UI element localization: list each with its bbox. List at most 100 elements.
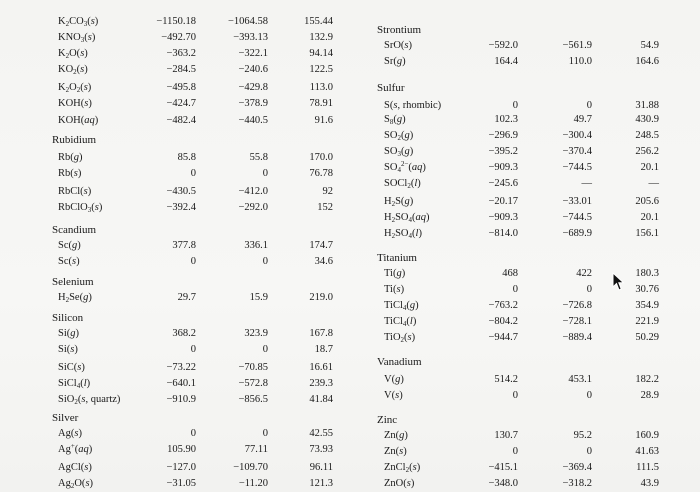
gibbs-energy-value: 0 [262, 344, 268, 355]
group-header: Silicon [52, 312, 84, 324]
gibbs-energy-value: −393.13 [233, 32, 268, 43]
entropy-value: 205.6 [635, 196, 659, 207]
compound-name: KO2(s) [58, 64, 88, 76]
compound-name: Zn(g) [384, 430, 408, 441]
entropy-value: 354.9 [635, 300, 659, 311]
gibbs-energy-value: −370.4 [562, 146, 592, 157]
enthalpy-value: −395.2 [488, 146, 518, 157]
gibbs-energy-value: −369.4 [562, 462, 592, 473]
enthalpy-value: 368.2 [172, 328, 196, 339]
gibbs-energy-value: 323.9 [244, 328, 268, 339]
entropy-value: 164.6 [635, 56, 659, 67]
compound-name: Sc(s) [58, 256, 80, 267]
enthalpy-value: −424.7 [166, 98, 196, 109]
gibbs-energy-value: 77.11 [244, 444, 268, 455]
gibbs-energy-value: 422 [576, 268, 592, 279]
enthalpy-value: −804.2 [488, 316, 518, 327]
enthalpy-value: −640.1 [166, 378, 196, 389]
entropy-value: 76.78 [309, 168, 333, 179]
compound-name: KNO3(s) [58, 32, 96, 44]
compound-name: S8(g) [384, 114, 406, 126]
compound-name: H2SO4(l) [384, 228, 422, 240]
entropy-value: 34.6 [314, 256, 333, 267]
enthalpy-value: −430.5 [166, 186, 196, 197]
enthalpy-value: −944.7 [488, 332, 518, 343]
enthalpy-value: −20.17 [488, 196, 518, 207]
entropy-value: 16.61 [309, 362, 333, 373]
compound-name: SiCl4(l) [58, 378, 91, 390]
enthalpy-value: −392.4 [166, 202, 196, 213]
gibbs-energy-value: −11.20 [238, 478, 268, 489]
compound-name: Zn(s) [384, 446, 407, 457]
gibbs-energy-value: −70.85 [238, 362, 268, 373]
entropy-value: 31.88 [635, 100, 659, 111]
enthalpy-value: 0 [190, 344, 196, 355]
gibbs-energy-value: −292.0 [238, 202, 268, 213]
entropy-value: 30.76 [635, 284, 659, 295]
enthalpy-value: 164.4 [494, 56, 518, 67]
entropy-value: 111.5 [636, 462, 659, 473]
entropy-value: 152 [317, 202, 333, 213]
compound-name: Ag2O(s) [58, 478, 94, 490]
enthalpy-value: 105.90 [167, 444, 196, 455]
entropy-value: 239.3 [309, 378, 333, 389]
compound-name: SO2(g) [384, 130, 414, 142]
group-header: Zinc [377, 414, 398, 426]
compound-name: KOH(s) [58, 98, 92, 109]
gibbs-energy-value: — [581, 178, 593, 189]
compound-name: H2SO4(aq) [384, 212, 430, 224]
gibbs-energy-value: −726.8 [562, 300, 592, 311]
enthalpy-value: 85.8 [177, 152, 196, 163]
compound-name: Si(g) [58, 328, 80, 339]
compound-name: RbCl(s) [58, 186, 92, 197]
gibbs-energy-value: −33.01 [562, 196, 592, 207]
entropy-value: 54.9 [640, 40, 659, 51]
group-header: Vanadium [377, 356, 422, 368]
gibbs-energy-value: −429.8 [238, 82, 268, 93]
enthalpy-value: −763.2 [488, 300, 518, 311]
compound-name: SiC(s) [58, 362, 85, 373]
gibbs-energy-value: −744.5 [562, 162, 592, 173]
compound-name: H2Se(g) [58, 292, 92, 304]
compound-name: Si(s) [58, 344, 78, 355]
entropy-value: 113.0 [309, 82, 333, 93]
compound-name: V(s) [384, 390, 403, 401]
entropy-value: 96.11 [309, 462, 333, 473]
enthalpy-value: −415.1 [488, 462, 518, 473]
entropy-value: 18.7 [314, 344, 333, 355]
entropy-value: 219.0 [309, 292, 333, 303]
enthalpy-value: 377.8 [172, 240, 196, 251]
enthalpy-value: −482.4 [166, 115, 196, 126]
gibbs-energy-value: −440.5 [238, 115, 268, 126]
gibbs-energy-value: −318.2 [562, 478, 592, 489]
compound-name: Ti(s) [384, 284, 405, 295]
compound-name: Rb(g) [58, 152, 83, 163]
compound-name: SiO2(s, quartz) [58, 394, 121, 406]
gibbs-energy-value: 336.1 [244, 240, 268, 251]
entropy-value: 73.93 [309, 444, 333, 455]
entropy-value: 155.44 [304, 16, 333, 27]
gibbs-energy-value: −1064.58 [227, 16, 268, 27]
enthalpy-value: −363.2 [166, 48, 196, 59]
entropy-value: 122.5 [309, 64, 333, 75]
gibbs-energy-value: −322.1 [238, 48, 268, 59]
enthalpy-value: −348.0 [488, 478, 518, 489]
entropy-value: 167.8 [309, 328, 333, 339]
entropy-value: 50.29 [635, 332, 659, 343]
compound-name: Ag+(aq) [58, 442, 93, 456]
enthalpy-value: −492.70 [161, 32, 196, 43]
entropy-value: 182.2 [635, 374, 659, 385]
entropy-value: 42.55 [309, 428, 333, 439]
entropy-value: 180.3 [635, 268, 659, 279]
gibbs-energy-value: 95.2 [573, 430, 592, 441]
mouse-pointer-icon [612, 272, 625, 291]
group-header: Titanium [377, 252, 417, 264]
compound-name: TiO2(s) [384, 332, 416, 344]
entropy-value: — [648, 178, 660, 189]
enthalpy-value: −245.6 [488, 178, 518, 189]
compound-name: TiCl4(g) [384, 300, 419, 312]
enthalpy-value: 0 [190, 256, 196, 267]
compound-name: Rb(s) [58, 168, 82, 179]
enthalpy-value: −909.3 [488, 212, 518, 223]
entropy-value: 174.7 [309, 240, 333, 251]
